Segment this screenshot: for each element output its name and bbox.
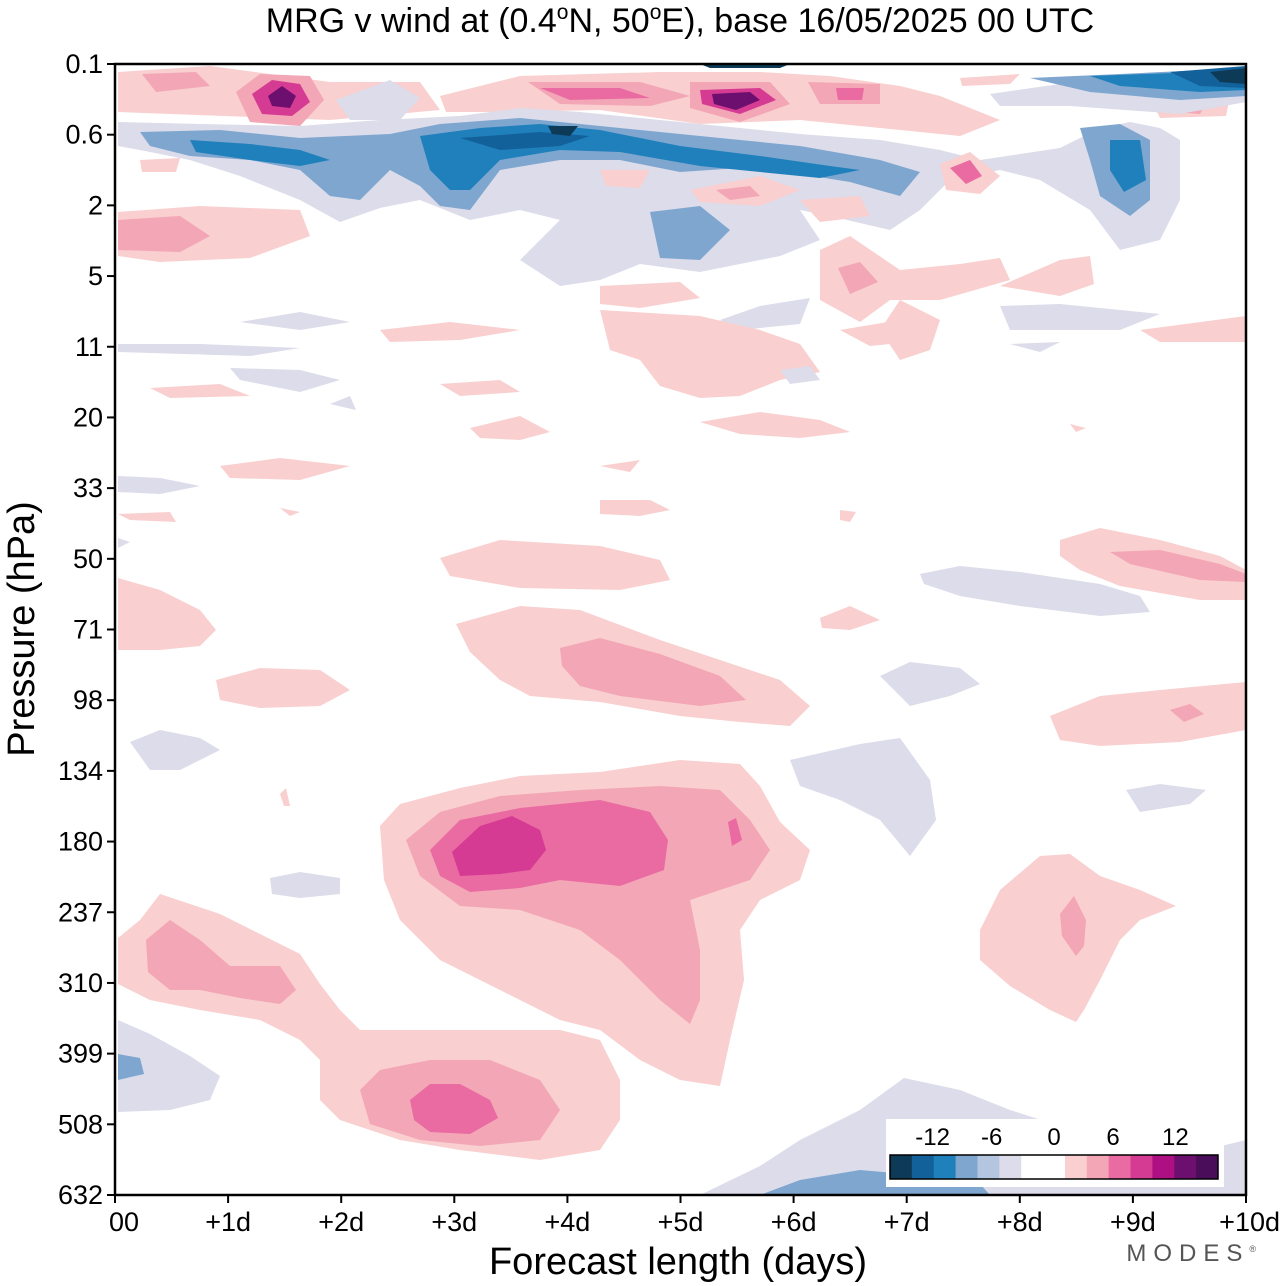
x-tick-label: +5d: [658, 1207, 704, 1237]
colorbar-label: -12: [915, 1124, 950, 1151]
x-tick-label: 00: [109, 1207, 139, 1237]
y-tick-label: 632: [58, 1180, 103, 1210]
colorbar-label: -6: [981, 1124, 1002, 1151]
modes-logo: MODES®: [1126, 1240, 1256, 1267]
x-tick-label: +2d: [318, 1207, 364, 1237]
y-tick-label: 2: [88, 190, 103, 220]
y-tick-label: 50: [73, 544, 103, 574]
y-tick-label: 33: [73, 473, 103, 503]
y-tick-label: 180: [58, 827, 103, 857]
colorbar-swatch: [1152, 1155, 1175, 1179]
colorbar-label: 12: [1162, 1124, 1189, 1151]
colorbar-swatch: [1021, 1155, 1044, 1179]
x-tick-label: +10d: [1219, 1207, 1280, 1237]
y-axis-label: Pressure (hPa): [1, 501, 43, 757]
y-tick-label: 134: [58, 756, 103, 786]
colorbar: -12 -6 0 6 12: [886, 1119, 1224, 1187]
x-tick-label: +3d: [431, 1207, 477, 1237]
colorbar-swatch: [999, 1155, 1022, 1179]
colorbar-swatch: [1086, 1155, 1110, 1179]
colorbar-swatch: [890, 1155, 913, 1179]
x-tick-label: +8d: [997, 1207, 1043, 1237]
y-tick-label: 98: [73, 685, 103, 715]
x-tick-label: +4d: [544, 1207, 590, 1237]
y-tick-label: 0.1: [65, 49, 103, 79]
y-tick-label: 508: [58, 1109, 103, 1139]
colorbar-swatch: [955, 1155, 978, 1179]
x-tick-label: +7d: [884, 1207, 930, 1237]
colorbar-swatch: [977, 1155, 1000, 1179]
colorbar-swatch: [1196, 1155, 1219, 1179]
colorbar-swatch: [911, 1155, 935, 1179]
contour-field: [118, 64, 1246, 1195]
colorbar-swatch: [933, 1155, 957, 1179]
y-tick-label: 20: [73, 402, 103, 432]
y-tick-label: 237: [58, 897, 103, 927]
x-tick-label: +6d: [771, 1207, 817, 1237]
y-tick-label: 5: [88, 261, 103, 291]
x-axis-label: Forecast length (days): [489, 1241, 867, 1283]
y-tick-label: 399: [58, 1039, 103, 1069]
y-tick-label: 71: [73, 615, 103, 645]
x-axis: 00 +1d +2d +3d +4d +5d +6d +7d +8d +9d +10d: [109, 1195, 1280, 1237]
colorbar-label: 0: [1047, 1124, 1060, 1151]
colorbar-label: 6: [1106, 1124, 1119, 1151]
colorbar-swatch: [1174, 1155, 1197, 1179]
x-tick-label: +1d: [205, 1207, 251, 1237]
colorbar-swatch: [1043, 1155, 1066, 1179]
y-tick-label: 0.6: [65, 120, 103, 150]
chart-title: MRG v wind at (0.4oN, 50oE), base 16/05/…: [266, 1, 1094, 40]
y-axis: 0.1 0.6 2 5 11 20 33 50 71 98 134 180 237 310 399 508 63…: [58, 49, 115, 1210]
colorbar-swatch: [1108, 1155, 1132, 1179]
colorbar-swatch: [1130, 1155, 1153, 1179]
x-tick-label: +9d: [1110, 1207, 1156, 1237]
y-tick-label: 310: [58, 968, 103, 998]
y-tick-label: 11: [75, 332, 103, 362]
colorbar-swatch: [1064, 1155, 1088, 1179]
colorbar-border: [889, 1154, 1219, 1180]
